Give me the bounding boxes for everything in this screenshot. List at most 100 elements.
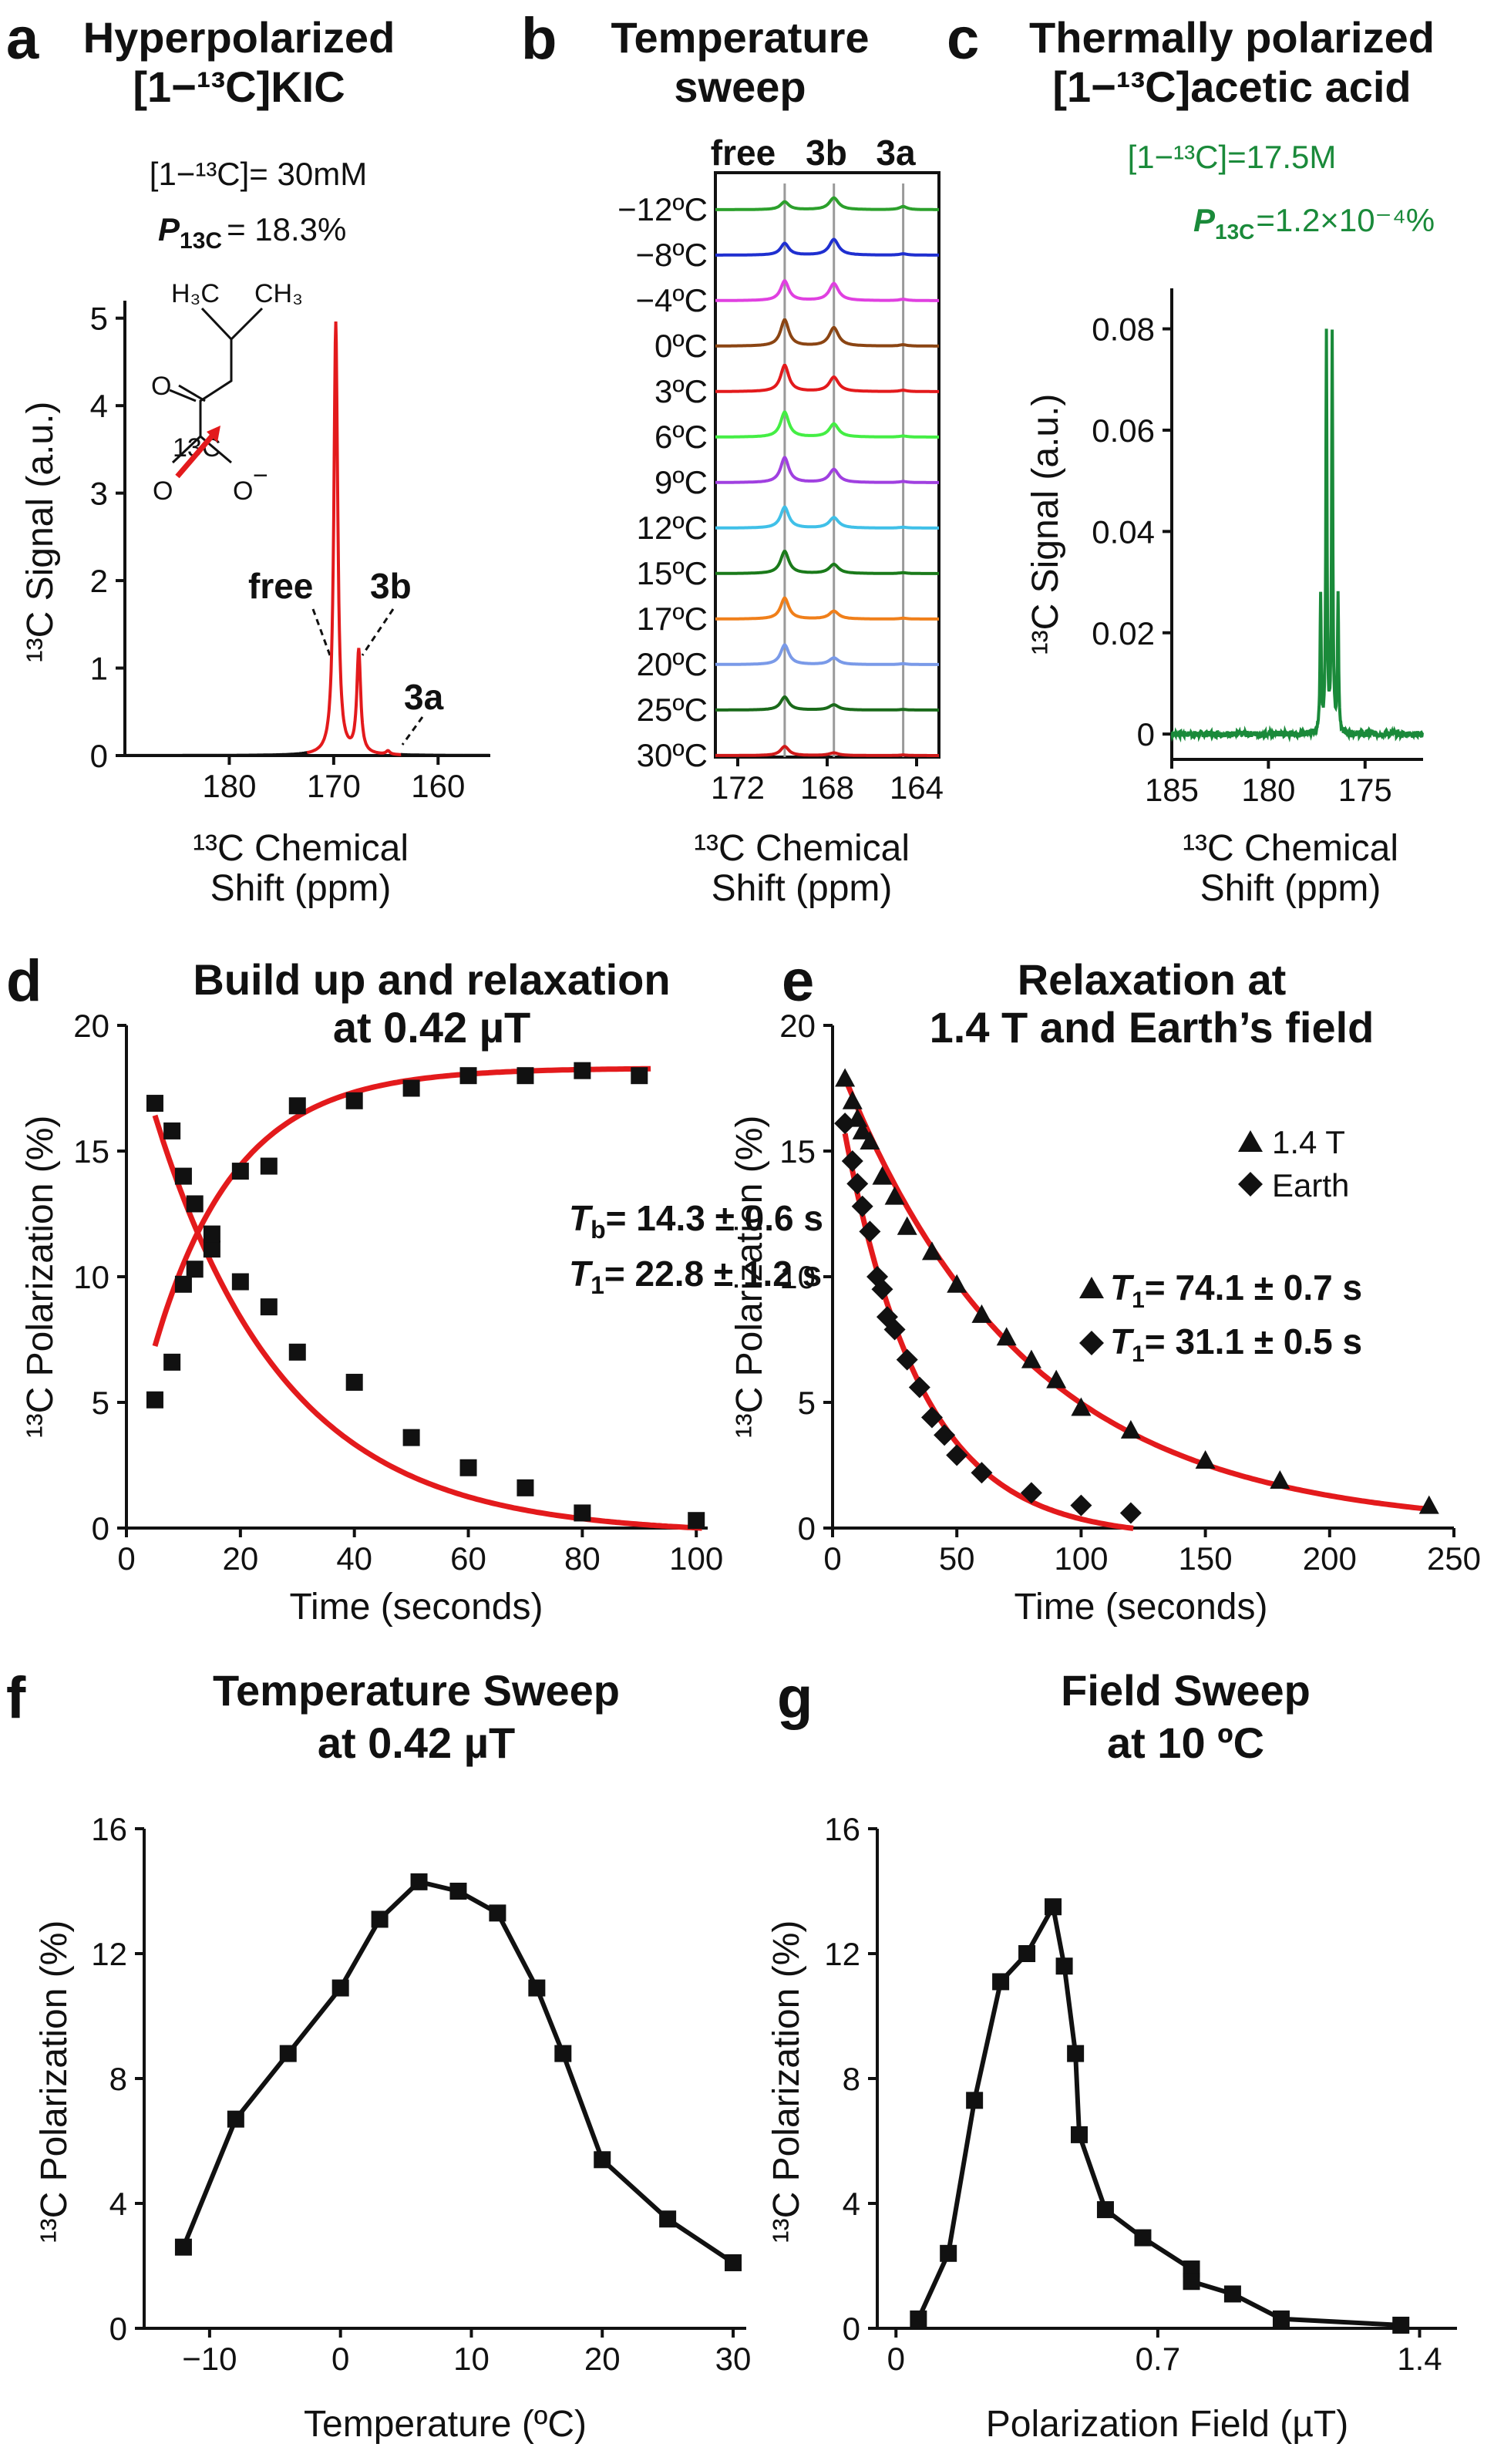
x-tick-label: 200 xyxy=(1303,1540,1357,1577)
leader-free xyxy=(311,608,331,656)
y-axis-label: ¹³C Polarization (%) xyxy=(729,1116,770,1439)
data-point xyxy=(203,1225,220,1243)
data-point xyxy=(1392,2316,1410,2334)
axis-lines xyxy=(143,1829,746,2330)
data-point xyxy=(1096,2201,1114,2219)
spectrum-trace xyxy=(715,745,939,757)
chart-panel-b: 172 168 164 −12ºC −8ºC −4ºC 0ºC 3ºC 6ºC 9ºC 12ºC 15… xyxy=(617,171,944,909)
panel-e-title-line2: 1.4 T and Earth’s field xyxy=(930,1003,1375,1052)
data-point-triangle xyxy=(1046,1369,1067,1389)
data-point-triangle xyxy=(1071,1397,1092,1416)
x-tick-label: 0 xyxy=(823,1540,841,1577)
series-line xyxy=(916,1904,1401,2328)
chart-panel-f: 0 4 8 12 16 −10 0 10 20 30 ¹³C Polarization (%) Tem… xyxy=(34,1811,751,2445)
fit-val: = 14.3 ± 0.6 s xyxy=(606,1198,823,1238)
data-point xyxy=(594,2151,611,2169)
spectrum-trace xyxy=(715,643,939,666)
y-tick-label: 0.02 xyxy=(1092,615,1155,651)
data-point xyxy=(449,1883,467,1900)
panel-g-title-line2: at 10 ºC xyxy=(1107,1718,1264,1767)
series-label: 25ºC xyxy=(637,692,708,728)
x-tick-label: 164 xyxy=(890,769,944,806)
data-point-triangle xyxy=(835,1068,856,1087)
spectrum-trace xyxy=(715,410,939,439)
data-point xyxy=(371,1910,389,1928)
data-point xyxy=(517,1067,534,1085)
y-tick-label: 3 xyxy=(90,476,108,512)
x-tick-label: 50 xyxy=(939,1540,975,1577)
data-point xyxy=(554,2045,572,2062)
x-tick-label: 172 xyxy=(711,769,765,806)
fit-sym: T xyxy=(569,1198,594,1238)
data-point-triangle xyxy=(1120,1419,1141,1439)
panel-b-title-line1: Temperature xyxy=(611,13,869,62)
panel-a-title-line2: [1−¹³C]KIC xyxy=(133,62,345,111)
fit-sym: T xyxy=(569,1254,594,1294)
spectrum-trace xyxy=(715,237,939,257)
x-axis-label: ¹³C Chemical xyxy=(1183,828,1398,869)
x-tick-label: 100 xyxy=(669,1540,723,1577)
data-point-triangle xyxy=(1021,1349,1041,1368)
x-axis-label: Shift (ppm) xyxy=(1200,868,1381,909)
molecule-oxygen-right: O xyxy=(233,476,253,506)
spectrum-trace xyxy=(715,456,939,484)
data-point-triangle xyxy=(872,1166,893,1185)
y-tick-label: 16 xyxy=(824,1811,860,1847)
fit-tb-label: Tb= 14.3 ± 0.6 s xyxy=(569,1198,823,1244)
data-point xyxy=(402,1079,420,1097)
series-label: 12ºC xyxy=(637,510,708,546)
data-point-diamond xyxy=(920,1406,943,1429)
y-tick-label: 0 xyxy=(109,2311,127,2347)
y-tick-label: 20 xyxy=(779,1008,816,1044)
y-tick-label: 15 xyxy=(779,1133,816,1170)
molecule-ketone-oxygen: O xyxy=(151,372,171,401)
data-point xyxy=(1045,1898,1062,1916)
x-tick-label: 160 xyxy=(411,768,465,804)
data-point xyxy=(260,1157,278,1175)
panel-c-polarization: P13C=1.2×10⁻⁴% xyxy=(1193,202,1435,244)
data-point xyxy=(288,1097,306,1115)
panel-letter-e: e xyxy=(782,948,814,1014)
chart-panel-a: 0 1 2 3 4 5 180 170 160 ¹³C Signal (a.u.) ¹³C Chem… xyxy=(20,301,490,909)
data-point xyxy=(260,1298,278,1316)
data-point xyxy=(186,1261,204,1278)
y-tick-label: 4 xyxy=(109,2186,127,2222)
y-axis-label: ¹³C Signal (a.u.) xyxy=(1025,394,1066,655)
fit-sub: 1 xyxy=(1132,1288,1145,1313)
data-point xyxy=(163,1353,181,1371)
y-axis-label: ¹³C Polarization (%) xyxy=(766,1920,807,2244)
fit-val: = 22.8 ± 1.2 s xyxy=(604,1254,822,1294)
x-axis-label: Time (seconds) xyxy=(1015,1587,1268,1628)
data-point-triangle xyxy=(947,1274,967,1293)
molecule-ch3-right: CH₃ xyxy=(254,279,303,308)
data-point-diamond xyxy=(883,1318,906,1341)
y-tick-label: 8 xyxy=(843,2061,860,2097)
data-point xyxy=(659,2210,677,2228)
data-point-diamond xyxy=(1119,1502,1142,1524)
x-tick-label: 180 xyxy=(202,768,256,804)
pol-symbol: P xyxy=(158,211,180,247)
spectrum-trace xyxy=(715,550,939,575)
x-tick-label: 170 xyxy=(307,768,361,804)
panel-e-title-line1: Relaxation at xyxy=(1018,955,1287,1004)
x-tick-label: 0 xyxy=(887,2341,905,2377)
data-point-diamond xyxy=(851,1195,873,1217)
x-tick-label: 150 xyxy=(1179,1540,1233,1577)
data-point-diamond xyxy=(908,1376,930,1399)
series-label: 15ºC xyxy=(637,555,708,591)
fit-sub: 1 xyxy=(1132,1341,1145,1367)
data-point-triangle xyxy=(860,1130,880,1150)
fit-1-4t-label: T1= 74.1 ± 0.7 s xyxy=(1110,1267,1362,1313)
spectrum-trace xyxy=(306,321,402,756)
data-point-triangle xyxy=(1418,1495,1439,1514)
y-tick-label: 0 xyxy=(1137,716,1155,752)
data-point xyxy=(459,1067,477,1085)
y-tick-label: 8 xyxy=(109,2061,127,2097)
panel-a-concentration: [1−¹³C]= 30mM xyxy=(150,156,367,192)
chart-panel-c: 0 0.02 0.04 0.06 0.08 185 180 175 ¹³C Signal (a.… xyxy=(1025,288,1425,909)
data-point xyxy=(966,2092,984,2109)
data-point xyxy=(410,1873,428,1890)
data-point-triangle xyxy=(921,1241,942,1261)
fit-val: = 31.1 ± 0.5 s xyxy=(1145,1321,1362,1362)
data-point xyxy=(528,1979,546,1997)
